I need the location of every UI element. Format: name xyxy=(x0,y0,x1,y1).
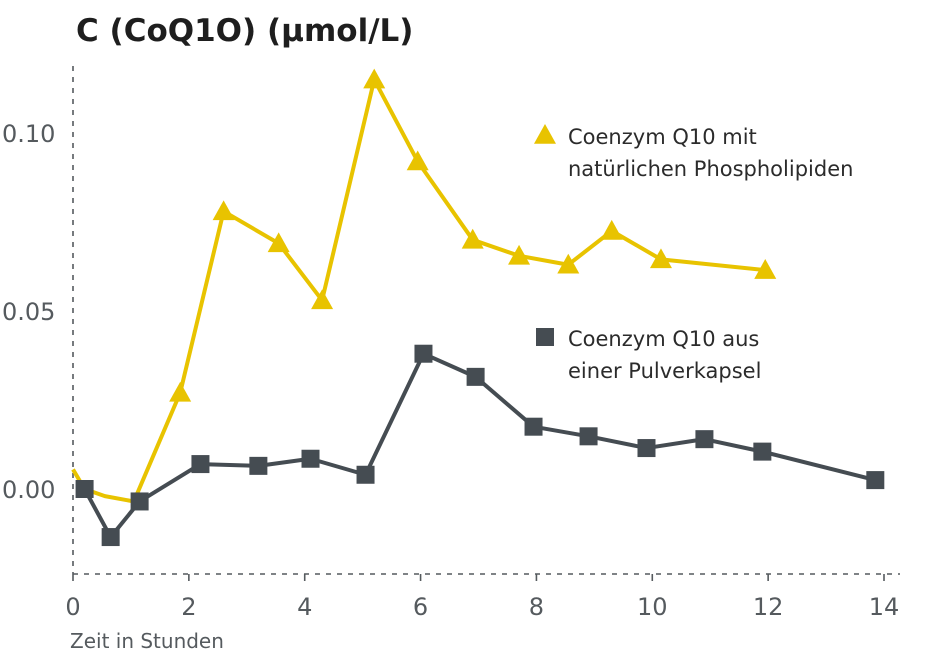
series-group xyxy=(71,68,885,547)
y-axis-ticks: 0.00 0.05 0.10 xyxy=(2,120,55,504)
data-point xyxy=(249,456,268,475)
data-point xyxy=(866,471,885,490)
legend-label: Coenzym Q10 mit xyxy=(568,125,757,149)
data-point xyxy=(466,367,485,386)
legend: Coenzym Q10 mit natürlichen Phospholipide… xyxy=(534,124,853,383)
data-point xyxy=(267,232,290,253)
data-point xyxy=(356,465,375,484)
data-point xyxy=(461,228,484,249)
data-point xyxy=(169,381,192,402)
data-point xyxy=(753,442,772,461)
data-point xyxy=(649,248,672,269)
x-axis-label: Zeit in Stunden xyxy=(70,629,224,653)
legend-marker-square xyxy=(536,328,554,346)
data-point xyxy=(557,253,580,274)
data-point xyxy=(363,68,386,89)
data-point xyxy=(695,430,714,449)
legend-marker-triangle xyxy=(534,124,556,144)
data-point xyxy=(508,244,531,265)
data-point xyxy=(101,528,120,547)
y-tick-label: 0.10 xyxy=(2,120,55,148)
data-point xyxy=(579,427,598,446)
data-point xyxy=(754,259,777,279)
x-tick-label: 4 xyxy=(297,593,312,621)
y-tick-label: 0.05 xyxy=(2,298,55,326)
chart-title: C (CoQ1O) (µmol/L) xyxy=(76,13,413,49)
x-axis-ticks: 0 2 4 6 8 10 12 14 xyxy=(65,574,899,621)
data-point xyxy=(191,455,210,474)
y-tick-label: 0.00 xyxy=(2,476,55,504)
legend-label: natürlichen Phospholipiden xyxy=(568,157,853,181)
data-point xyxy=(600,219,623,240)
data-point xyxy=(637,439,656,458)
x-tick-label: 2 xyxy=(181,593,196,621)
x-tick-label: 6 xyxy=(413,593,428,621)
x-tick-label: 12 xyxy=(753,593,784,621)
data-point xyxy=(414,344,433,363)
data-point xyxy=(524,417,543,436)
data-point xyxy=(130,492,149,511)
series-2 xyxy=(75,344,885,547)
axes xyxy=(72,66,900,575)
series-line xyxy=(71,77,766,504)
x-tick-label: 0 xyxy=(65,593,80,621)
legend-label: einer Pulverkapsel xyxy=(568,359,761,383)
series-1 xyxy=(71,68,777,504)
data-point xyxy=(301,449,320,468)
data-point xyxy=(406,150,429,171)
x-tick-label: 14 xyxy=(869,593,900,621)
data-point xyxy=(311,289,334,310)
data-point xyxy=(212,200,235,221)
data-point xyxy=(75,480,94,498)
x-tick-label: 10 xyxy=(637,593,668,621)
x-tick-label: 8 xyxy=(529,593,544,621)
legend-label: Coenzym Q10 aus xyxy=(568,327,759,351)
